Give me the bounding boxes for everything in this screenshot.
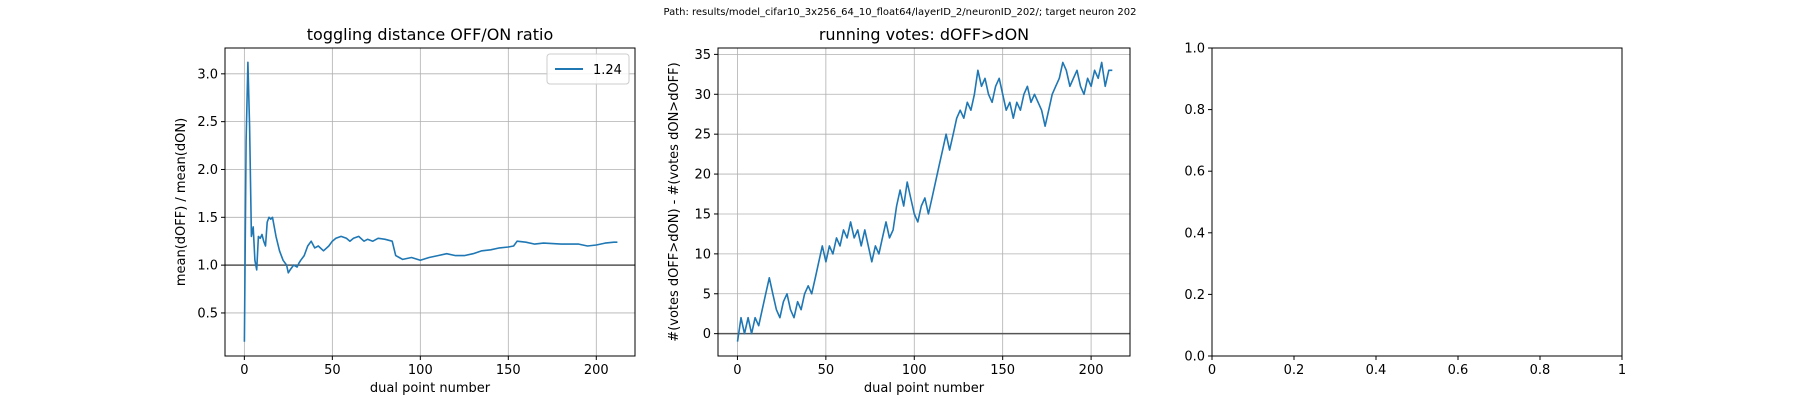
x-tick-label: 100	[408, 363, 433, 378]
y-tick-label: 15	[694, 207, 711, 222]
x-tick-label: 0	[240, 363, 248, 378]
chart-title: toggling distance OFF/ON ratio	[307, 25, 553, 44]
legend-label: 1.24	[593, 63, 622, 78]
axes-frame	[717, 47, 1131, 357]
y-tick-label: 0.2	[1184, 288, 1205, 303]
chart-panel-2: 0 50 100 150 200 0 5 10 15 20 25 30 35 running votes:…	[667, 25, 1131, 396]
x-tick-label: 0	[1208, 363, 1216, 378]
legend: 1.24	[546, 53, 630, 85]
x-tick-label: 100	[902, 363, 927, 378]
y-tick-label: 0.8	[1184, 103, 1205, 118]
y-tick-label: 1.5	[197, 211, 218, 226]
y-tick-label: 2.5	[197, 115, 218, 130]
x-tick-label: 150	[496, 363, 521, 378]
axes-frame	[1211, 47, 1623, 357]
axes-frame	[224, 47, 636, 357]
legend-box	[546, 53, 630, 85]
y-tick-label: 5	[703, 287, 711, 302]
y-axis-label: mean(dOFF) / mean(dON)	[174, 118, 189, 286]
y-axis-label: #(votes dOFF>dON) - #(votes dON>dOFF)	[667, 62, 682, 341]
y-tick-label: 3.0	[197, 67, 218, 82]
y-tick-label: 0	[703, 327, 711, 342]
x-axis-label: dual point number	[370, 381, 491, 396]
x-tick-label: 50	[818, 363, 835, 378]
y-tick-label: 10	[694, 247, 711, 262]
y-tick-label: 0.0	[1184, 350, 1205, 365]
figure-suptitle: Path: results/model_cifar10_3x256_64_10_…	[664, 7, 1137, 18]
x-tick-label: 200	[584, 363, 609, 378]
x-tick-label: 0.4	[1366, 363, 1387, 378]
y-tick-label: 1.0	[1184, 42, 1205, 57]
x-axis-label: dual point number	[864, 381, 985, 396]
x-tick-label: 1	[1618, 363, 1626, 378]
y-tick-label: 35	[694, 48, 711, 63]
series-line	[736, 61, 1113, 342]
x-tick-label: 50	[324, 363, 341, 378]
x-tick-label: 0.2	[1284, 363, 1305, 378]
y-tick-label: 1.0	[197, 259, 218, 274]
y-tick-label: 25	[694, 128, 711, 143]
x-tick-label: 0	[733, 363, 741, 378]
y-tick-label: 20	[694, 168, 711, 183]
x-tick-label: 0.6	[1448, 363, 1469, 378]
y-tick-label: 30	[694, 88, 711, 103]
chart-panel-3: 0 0.2 0.4 0.6 0.8 1 0.0 0.2 0.4 0.6 0.8 1.0	[1184, 42, 1626, 379]
chart-panel-1: 0 50 100 150 200 0.5 1.0 1.5 2.0 2.5 3.0 toggling d…	[174, 25, 636, 396]
x-tick-label: 200	[1079, 363, 1104, 378]
y-tick-label: 2.0	[197, 163, 218, 178]
y-tick-label: 0.4	[1184, 226, 1205, 241]
chart-title: running votes: dOFF>dON	[819, 25, 1029, 44]
series-line	[243, 61, 618, 342]
y-tick-label: 0.5	[197, 306, 218, 321]
x-tick-label: 0.8	[1530, 363, 1551, 378]
x-tick-label: 150	[990, 363, 1015, 378]
y-tick-label: 0.6	[1184, 165, 1205, 180]
